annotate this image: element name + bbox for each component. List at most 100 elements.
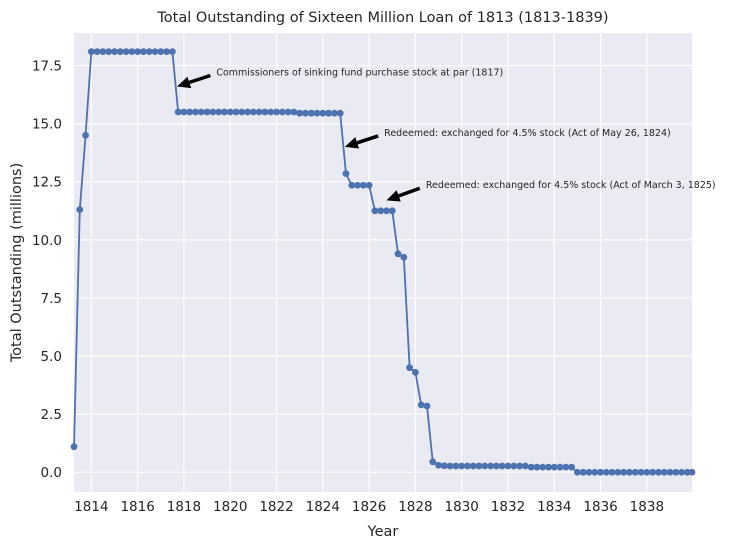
data-point (278, 108, 286, 116)
data-point (504, 462, 512, 470)
data-point (348, 181, 356, 189)
data-point (688, 468, 696, 476)
y-tick-label: 5.0 (41, 349, 62, 365)
data-point (562, 463, 570, 471)
x-tick-label: 1822 (259, 499, 293, 515)
data-point (163, 48, 170, 55)
annotations: Commissioners of sinking fund purchase s… (177, 68, 716, 202)
data-point (545, 463, 552, 471)
data-point (215, 108, 223, 116)
data-point (105, 48, 113, 55)
data-point (180, 108, 188, 116)
data-point (574, 468, 581, 476)
data-point (203, 108, 211, 116)
data-point (157, 48, 165, 55)
series-layer (70, 48, 696, 476)
data-point (76, 206, 84, 214)
data-point (429, 458, 437, 466)
x-tick-label: 1824 (306, 499, 340, 515)
y-tick-label: 2.5 (41, 407, 62, 423)
data-point (568, 463, 576, 471)
data-point (307, 109, 315, 117)
x-tick-label: 1834 (537, 499, 571, 515)
data-point (591, 468, 599, 476)
x-tick-label: 1838 (630, 499, 664, 515)
y-tick-label: 15.0 (32, 117, 62, 133)
data-point (446, 462, 454, 470)
data-point (527, 463, 535, 471)
data-point (302, 109, 309, 117)
data-point (452, 462, 460, 470)
data-point (255, 108, 263, 116)
data-point (400, 253, 408, 261)
data-point (660, 468, 668, 476)
x-tick-label: 1826 (352, 499, 386, 515)
x-tick-label: 1814 (74, 499, 108, 515)
data-point (516, 462, 523, 470)
data-point (672, 468, 680, 476)
data-point (637, 468, 645, 476)
data-point (134, 48, 142, 55)
data-point (539, 463, 547, 471)
data-point (174, 108, 182, 116)
data-point (261, 108, 269, 116)
data-point (122, 48, 130, 55)
data-point (267, 108, 275, 116)
data-point (290, 108, 298, 116)
data-point (464, 462, 471, 470)
data-point (631, 468, 639, 476)
annotation-arrow-shaft (398, 186, 421, 198)
data-point (377, 207, 385, 215)
data-point (330, 109, 338, 117)
data-point (585, 468, 593, 476)
data-point (498, 462, 506, 470)
data-point (325, 109, 333, 117)
data-point (394, 250, 402, 258)
data-point (435, 461, 442, 469)
y-tick-label: 7.5 (41, 291, 62, 307)
data-point (602, 468, 610, 476)
y-tick-label: 12.5 (32, 175, 62, 191)
x-tick-label: 1820 (213, 499, 247, 515)
annotation-text: Redeemed: exchanged for 4.5% stock (Act … (384, 128, 671, 139)
data-point (678, 468, 685, 476)
annotation-arrow-shaft (188, 73, 211, 85)
data-point (475, 462, 483, 470)
data-point (521, 462, 529, 470)
data-point (359, 181, 367, 189)
data-point (168, 48, 176, 55)
data-point (151, 48, 159, 55)
data-point (319, 109, 327, 117)
data-point (620, 468, 628, 476)
data-point (412, 368, 419, 376)
data-point (655, 468, 662, 476)
data-point (608, 468, 616, 476)
data-point (221, 108, 228, 116)
data-point (99, 48, 107, 55)
data-point (614, 468, 622, 476)
data-point (579, 468, 587, 476)
annotation-arrow-head (177, 76, 192, 89)
data-point (87, 48, 95, 55)
data-point (128, 48, 136, 55)
data-point (649, 468, 657, 476)
data-point (296, 109, 304, 117)
data-point (643, 468, 651, 476)
data-point (249, 108, 257, 116)
tick-labels: 1814 1816 1818 1820 1822 1824 1826 1828 1830 1832… (32, 59, 664, 515)
y-tick-label: 10.0 (32, 233, 62, 249)
data-point (186, 108, 194, 116)
data-point (388, 207, 396, 215)
data-point (417, 401, 425, 409)
data-point (510, 462, 518, 470)
data-point (365, 181, 373, 189)
annotation-text: Commissioners of sinking fund purchase s… (216, 68, 503, 79)
data-point (342, 170, 350, 178)
annotation-arrow-head (344, 137, 360, 149)
y-tick-label: 0.0 (41, 465, 62, 481)
data-point (423, 402, 431, 410)
data-point (533, 463, 541, 471)
data-point (232, 108, 240, 116)
data-point (313, 109, 321, 117)
